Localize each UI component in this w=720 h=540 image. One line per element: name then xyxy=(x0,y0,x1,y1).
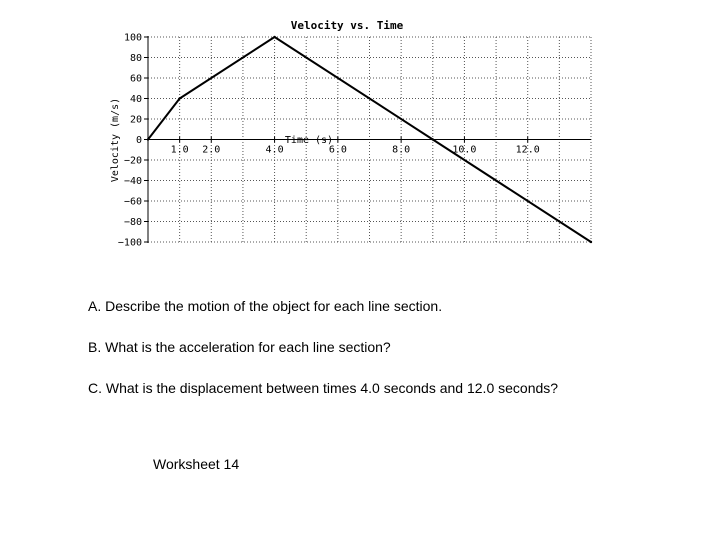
data-point xyxy=(178,97,181,100)
tick-labels: 100 80 60 40 20 0 −20 −40 −60 −80 −100 1.0 2.0 4.0 6.0… xyxy=(118,33,540,249)
question-c: C. What is the displacement between time… xyxy=(88,380,559,396)
x-tick-label: 10.0 xyxy=(452,145,476,156)
x-tick-label: 12.0 xyxy=(516,145,540,156)
y-tick-label: −100 xyxy=(118,238,142,249)
y-tick-label: 0 xyxy=(136,135,142,146)
data-point xyxy=(589,240,593,244)
x-tick-label: 1.0 xyxy=(171,145,189,156)
worksheet-label: Worksheet 14 xyxy=(153,456,240,472)
x-tick-label: 4.0 xyxy=(266,145,284,156)
x-tick-label: 6.0 xyxy=(329,145,347,156)
question-b: B. What is the acceleration for each lin… xyxy=(88,339,391,355)
x-axis-label: Time (s) xyxy=(285,135,333,146)
y-tick-label: 100 xyxy=(124,33,142,44)
y-tick-label: 60 xyxy=(130,74,142,85)
x-tick-label: 8.0 xyxy=(392,145,410,156)
y-axis-label: Velocity (m/s) xyxy=(110,98,121,182)
y-tick-label: −20 xyxy=(124,156,142,167)
y-tick-label: 20 xyxy=(130,115,142,126)
x-tick-label: 2.0 xyxy=(202,145,220,156)
data-point xyxy=(146,138,150,141)
y-tick-label: −80 xyxy=(124,217,142,228)
y-tick-label: −60 xyxy=(124,197,142,208)
questions: A. Describe the motion of the object for… xyxy=(88,296,558,419)
chart-title: Velocity vs. Time xyxy=(291,19,404,32)
velocity-time-chart: Velocity vs. Time 100 80 60 40 20 0 −20 −40 −60 −… xyxy=(110,19,593,249)
question-a: A. Describe the motion of the object for… xyxy=(88,298,443,314)
y-tick-label: 40 xyxy=(130,94,142,105)
data-point xyxy=(273,35,276,39)
y-tick-label: 80 xyxy=(130,53,142,64)
data-point xyxy=(431,138,434,141)
series xyxy=(146,35,593,244)
y-tick-label: −40 xyxy=(124,176,142,187)
